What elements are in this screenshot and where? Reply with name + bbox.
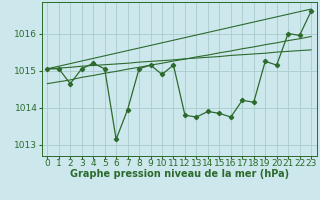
X-axis label: Graphe pression niveau de la mer (hPa): Graphe pression niveau de la mer (hPa): [70, 169, 289, 179]
